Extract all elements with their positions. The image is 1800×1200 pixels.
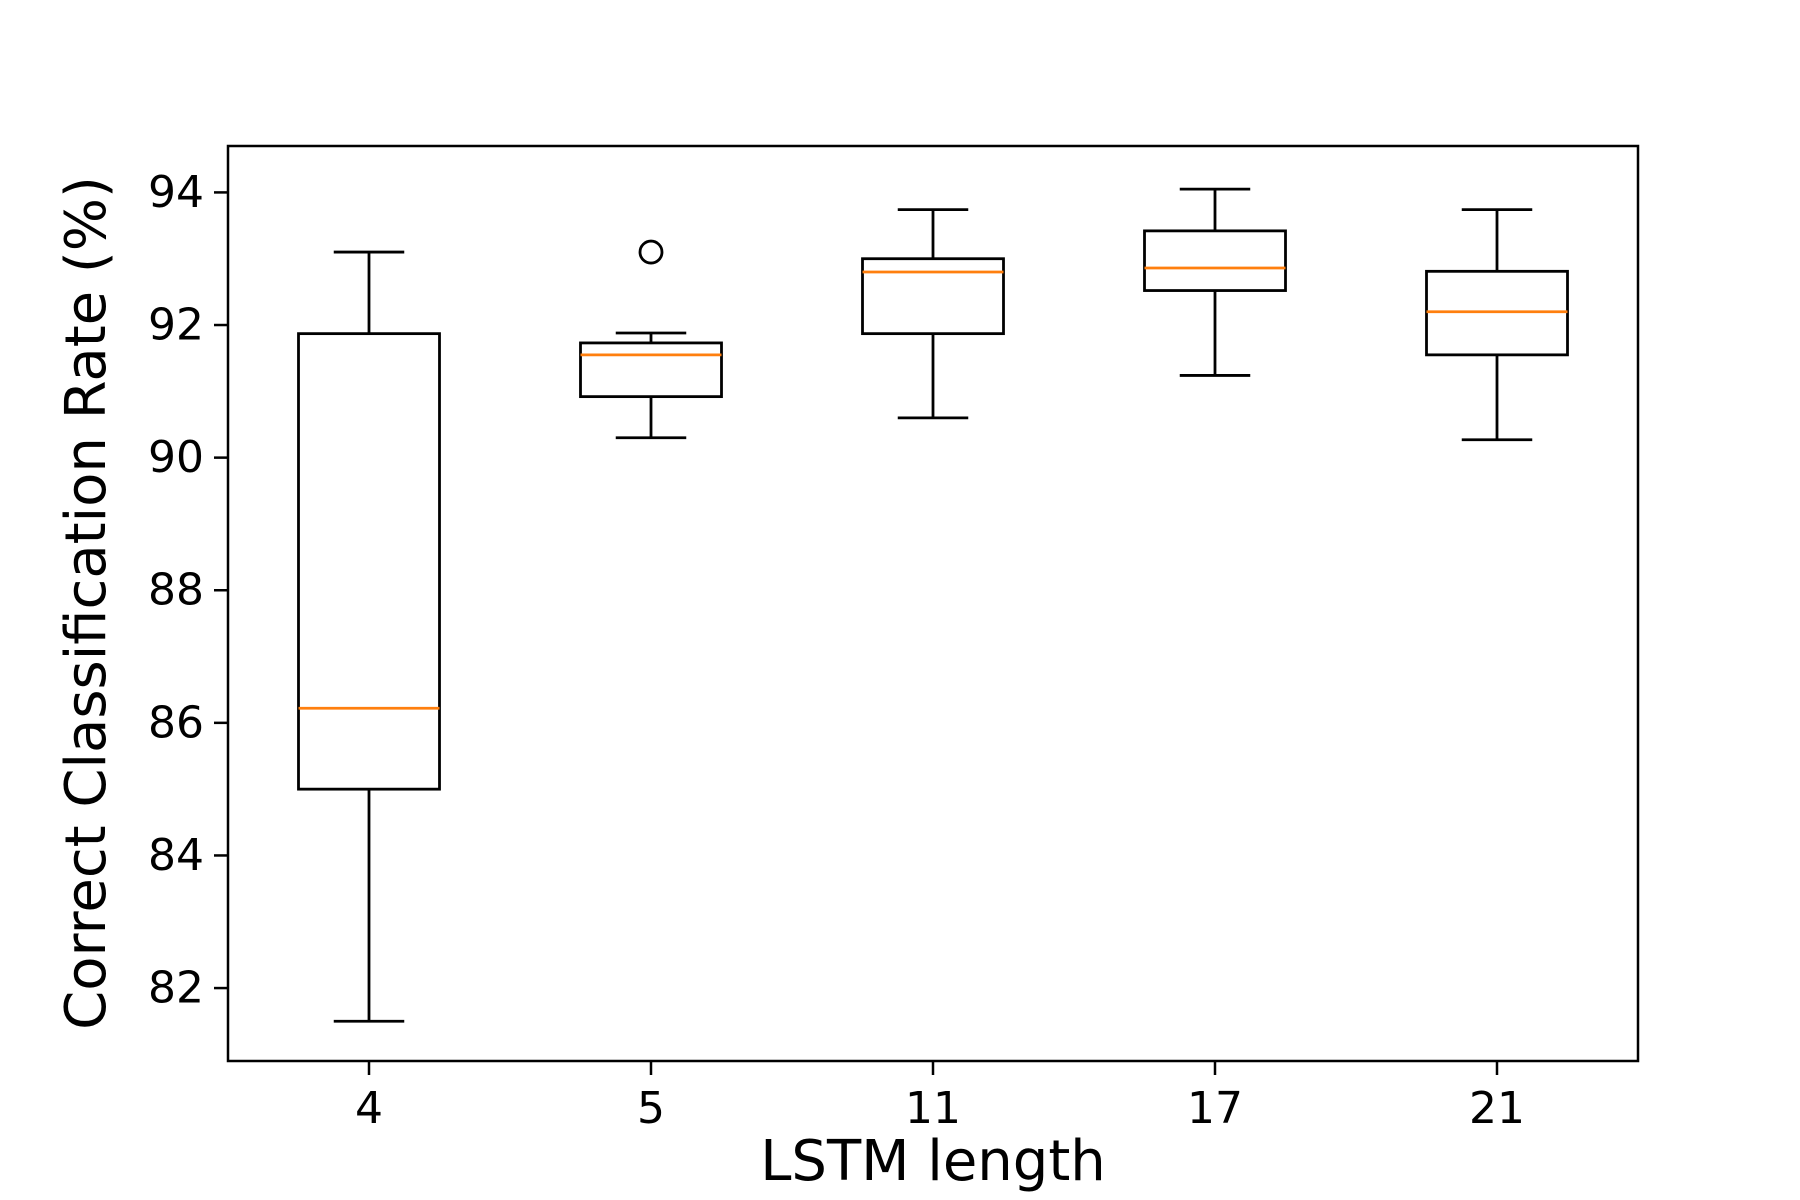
box-iqr xyxy=(297,332,441,791)
boxes-layer xyxy=(297,187,1569,1023)
y-tick-label: 90 xyxy=(148,432,204,483)
outlier-point xyxy=(638,239,664,265)
x-tick-label: 21 xyxy=(1469,1083,1525,1134)
y-tick-label: 84 xyxy=(148,830,204,881)
y-axis: 82 84 86 88 90 92 94 xyxy=(148,167,228,1014)
box-group-17 xyxy=(1143,187,1287,377)
box-group-5 xyxy=(579,239,723,440)
box-group-21 xyxy=(1425,208,1569,442)
x-tick-label: 17 xyxy=(1187,1083,1243,1134)
y-tick-label: 92 xyxy=(148,300,204,351)
y-tick-label: 82 xyxy=(148,963,204,1014)
box-iqr xyxy=(861,257,1005,336)
box-group-4 xyxy=(297,250,441,1023)
box-group-11 xyxy=(861,208,1005,420)
x-axis-label: LSTM length xyxy=(760,1129,1106,1194)
y-tick-label: 88 xyxy=(148,565,204,616)
x-tick-label: 5 xyxy=(637,1083,665,1134)
x-axis: 4 5 11 17 21 xyxy=(355,1061,1525,1134)
y-tick-label: 94 xyxy=(148,167,204,218)
y-tick-label: 86 xyxy=(148,697,204,748)
x-tick-label: 11 xyxy=(905,1083,961,1134)
y-axis-label: Correct Classification Rate (%) xyxy=(54,176,119,1030)
x-tick-label: 4 xyxy=(355,1083,383,1134)
box-iqr xyxy=(1143,229,1287,292)
box-iqr xyxy=(579,341,723,399)
